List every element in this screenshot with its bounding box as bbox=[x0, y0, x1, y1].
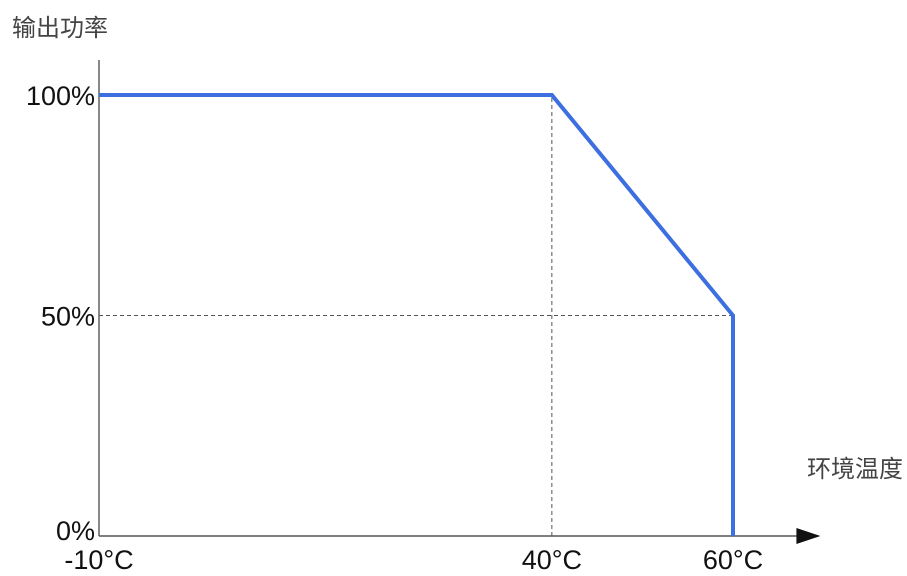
y-tick-label: 50% bbox=[41, 302, 95, 332]
axes bbox=[98, 60, 821, 544]
series-line-0 bbox=[99, 93, 735, 536]
y-tick-label: 0% bbox=[56, 516, 95, 546]
x-tick-label: 40°C bbox=[522, 545, 582, 575]
series bbox=[99, 93, 735, 536]
guide-lines bbox=[99, 95, 734, 536]
x-tick-label: -10°C bbox=[64, 545, 133, 575]
x-tick-label: 60°C bbox=[703, 545, 763, 575]
x-axis-title: 环境温度 bbox=[807, 455, 903, 483]
y-axis-title: 输出功率 bbox=[12, 14, 108, 42]
y-tick-label: 100% bbox=[26, 81, 95, 111]
x-axis-arrow-icon bbox=[796, 528, 821, 544]
tick-labels: 0% 50% 100% -10°C 40°C 60°C bbox=[26, 81, 763, 575]
